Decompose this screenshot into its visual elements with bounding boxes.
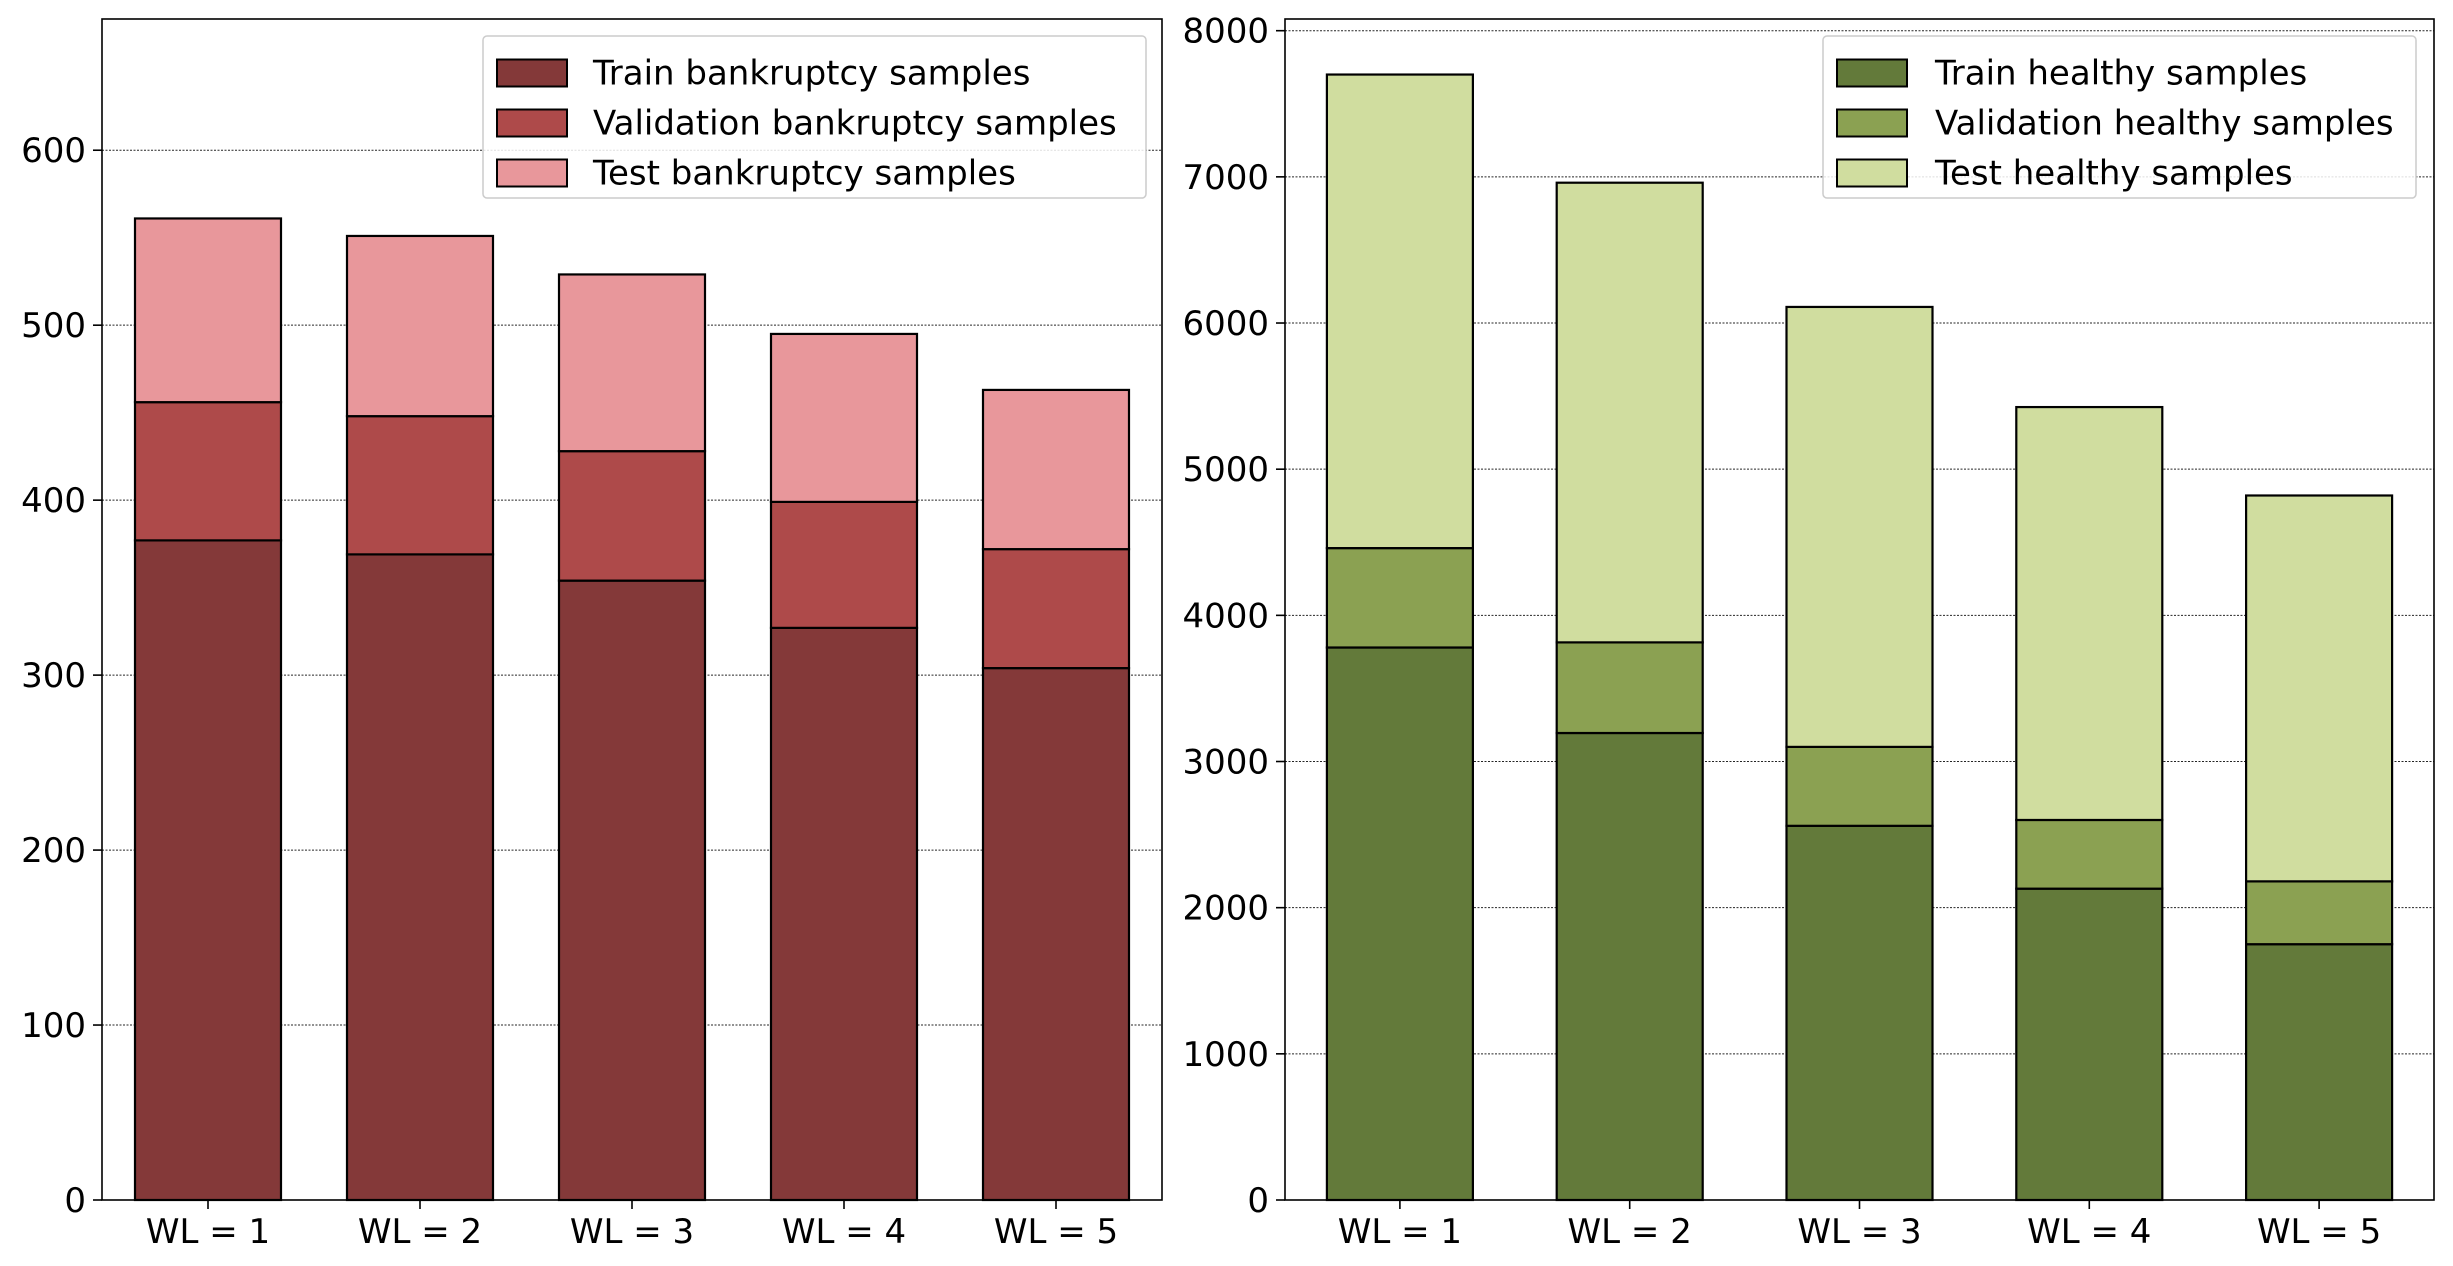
bar-1-3-2 — [345, 234, 495, 418]
bar-1-3-1 — [133, 217, 283, 404]
legend-swatch — [1836, 58, 1908, 88]
legend-frame — [482, 35, 1147, 199]
legend-label: Test bankruptcy samples — [592, 154, 1016, 194]
legend-label: Validation bankruptcy samples — [593, 104, 1117, 144]
bar-2-1-2 — [1555, 731, 1704, 1202]
bar-1-1-4 — [769, 626, 919, 1202]
x-tick-label: WL = 3 — [1797, 1212, 1921, 1252]
bar-2-2-5 — [2245, 880, 2394, 946]
bar-2-3-2 — [1555, 181, 1704, 644]
bar-1-3-3 — [557, 273, 707, 453]
bar-1-3-5 — [981, 388, 1131, 551]
y-tick-label: 1000 — [1182, 1035, 1269, 1075]
bar-1-2-5 — [981, 548, 1131, 670]
legend-label: Train bankruptcy samples — [592, 54, 1030, 94]
y-tick-label: 6000 — [1182, 304, 1269, 344]
legend-swatch — [496, 58, 568, 88]
x-tick-label: WL = 2 — [1568, 1212, 1692, 1252]
bar-2-3-5 — [2245, 494, 2394, 883]
y-tick-label: 5000 — [1182, 450, 1269, 490]
bar-2-1-5 — [2245, 943, 2394, 1202]
x-tick-label: WL = 4 — [782, 1212, 906, 1252]
x-tick-label: WL = 5 — [2257, 1212, 2381, 1252]
y-tick-label: 2000 — [1182, 889, 1269, 929]
legend-swatch — [496, 108, 568, 138]
legend-2: Train healthy samples Validation healthy … — [1822, 35, 2417, 199]
bar-2-1-4 — [2015, 887, 2164, 1202]
bar-2-3-4 — [2015, 405, 2164, 822]
y-tick-label: 500 — [21, 306, 86, 346]
bar-1-1-3 — [557, 579, 707, 1202]
legend-label: Validation healthy samples — [1935, 104, 2394, 144]
y-tick-label: 200 — [21, 831, 86, 871]
bar-2-2-3 — [1785, 745, 1934, 827]
bar-2-2-2 — [1555, 641, 1704, 735]
x-tick-label: WL = 5 — [994, 1212, 1118, 1252]
y-tick-label: 3000 — [1182, 743, 1269, 783]
y-tick-label: 100 — [21, 1006, 86, 1046]
chart-panel-2: 0 1000 2000 3000 4000 5000 6000 7000 8000 WL = 1 W… — [1182, 12, 2435, 1252]
x-tick-label: WL = 2 — [358, 1212, 482, 1252]
bar-1-2-3 — [557, 450, 707, 582]
bar-1-1-2 — [345, 553, 495, 1202]
bar-2-2-4 — [2015, 818, 2164, 890]
legend-1: Train bankruptcy samples Validation bankr… — [482, 35, 1147, 199]
bar-2-3-1 — [1325, 73, 1475, 550]
y-tick-label: 600 — [21, 131, 86, 171]
bar-1-3-4 — [769, 332, 919, 503]
bar-2-1-3 — [1785, 824, 1934, 1202]
legend-frame — [1822, 35, 2417, 199]
bar-1-1-1 — [133, 539, 283, 1202]
legend-swatch — [496, 158, 568, 188]
y-tick-label: 0 — [64, 1181, 86, 1221]
chart-panel-1: 0 100 200 300 400 500 600 WL = 1 WL = 2 WL = 3 WL … — [21, 18, 1163, 1252]
bar-2-2-1 — [1325, 547, 1475, 649]
x-tick-label: WL = 3 — [570, 1212, 694, 1252]
y-tick-label: 8000 — [1182, 12, 1269, 52]
y-tick-label: 300 — [21, 656, 86, 696]
bar-1-2-2 — [345, 415, 495, 556]
legend-label: Test healthy samples — [1934, 154, 2293, 194]
legend-label: Train healthy samples — [1934, 54, 2307, 94]
x-tick-label: WL = 4 — [2027, 1212, 2151, 1252]
bar-1-2-4 — [769, 500, 919, 629]
y-tick-label: 7000 — [1182, 158, 1269, 198]
legend-swatch — [1836, 108, 1908, 138]
y-tick-label: 400 — [21, 481, 86, 521]
bar-1-1-5 — [981, 667, 1131, 1202]
y-tick-label: 0 — [1247, 1181, 1269, 1221]
y-tick-label: 4000 — [1182, 596, 1269, 636]
bar-2-1-1 — [1325, 646, 1475, 1202]
bar-1-2-1 — [133, 401, 283, 542]
x-tick-label: WL = 1 — [146, 1212, 270, 1252]
bar-2-3-3 — [1785, 305, 1934, 748]
x-tick-label: WL = 1 — [1338, 1212, 1462, 1252]
legend-swatch — [1836, 158, 1908, 188]
